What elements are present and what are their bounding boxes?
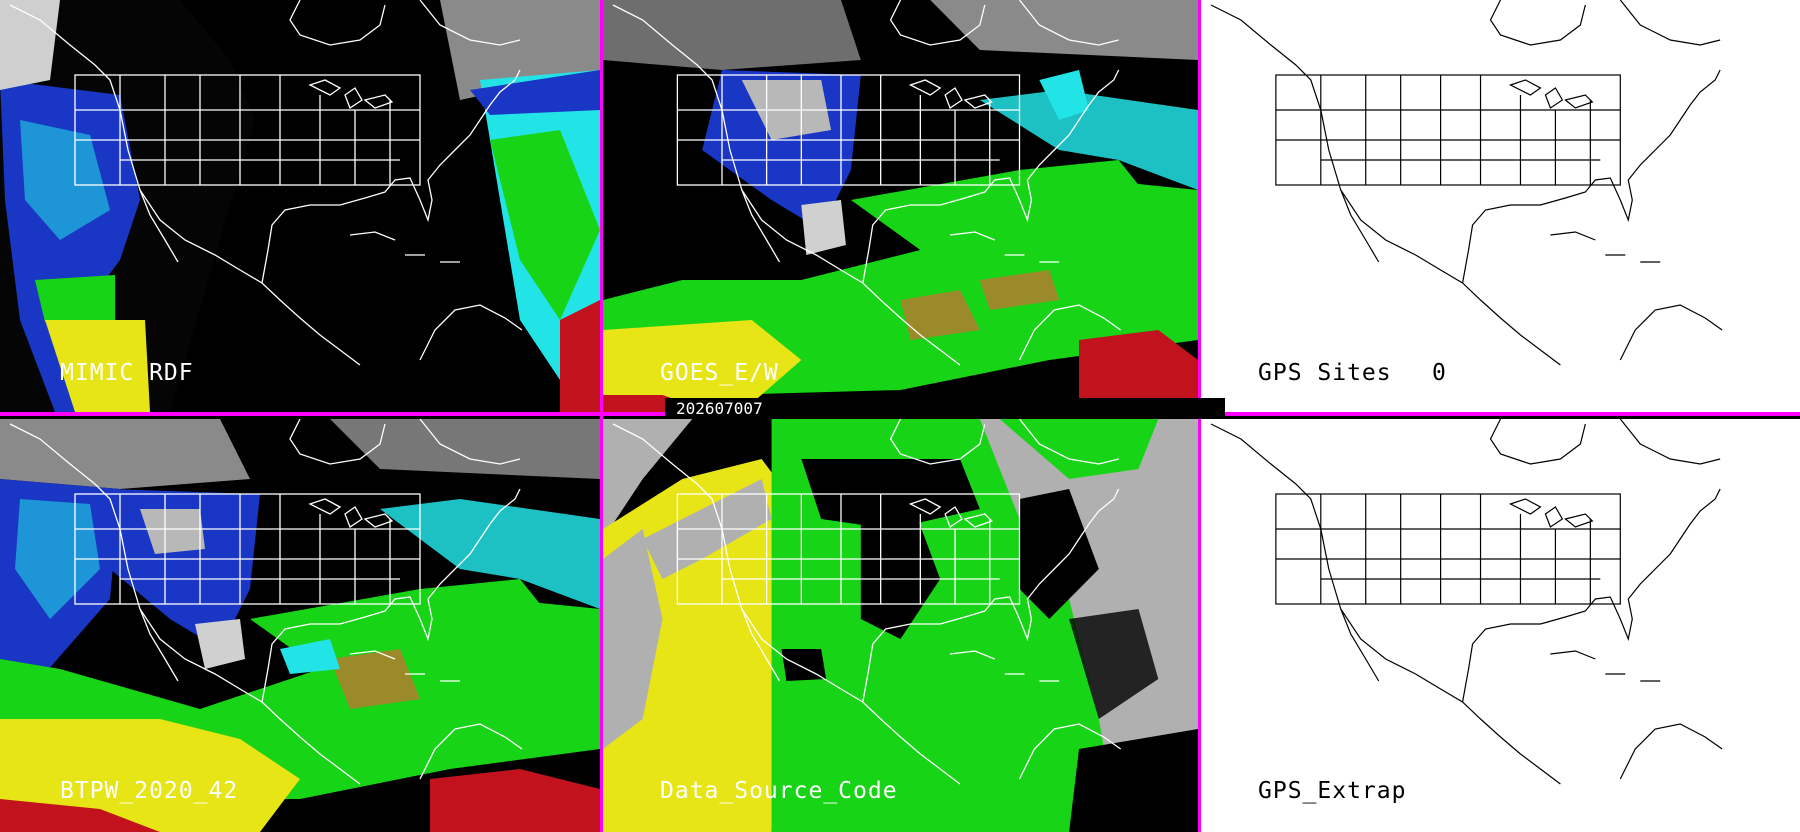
map-btpw bbox=[0, 419, 600, 832]
timestamp-bar: 202607007 bbox=[665, 398, 1225, 419]
panel-label-btpw: BTPW_2020_42 bbox=[60, 778, 239, 804]
panel-btpw bbox=[0, 419, 600, 832]
panel-data-source-code bbox=[603, 419, 1198, 832]
map-goes bbox=[603, 0, 1198, 412]
panel-gps-extrap bbox=[1201, 419, 1800, 832]
map-mimic-rdf bbox=[0, 0, 600, 412]
panel-label-gps-sites: GPS Sites bbox=[1258, 360, 1392, 386]
panel-label-gps-extrap: GPS_Extrap bbox=[1258, 778, 1407, 804]
map-gps-extrap bbox=[1201, 419, 1800, 832]
panel-gps-sites bbox=[1201, 0, 1800, 412]
gps-site-count: 0 bbox=[1432, 360, 1446, 386]
panel-label-data-source-code: Data_Source_Code bbox=[660, 778, 898, 804]
panel-goes bbox=[603, 0, 1198, 412]
timestamp: 202607007 bbox=[676, 399, 763, 418]
panel-label-goes: GOES_E/W bbox=[660, 360, 779, 386]
panel-mimic-rdf bbox=[0, 0, 600, 412]
map-data-source-code bbox=[603, 419, 1198, 832]
panel-label-mimic-rdf: MIMIC RDF bbox=[60, 360, 194, 386]
divider-vertical-left bbox=[600, 0, 603, 832]
map-gps-sites bbox=[1201, 0, 1800, 412]
